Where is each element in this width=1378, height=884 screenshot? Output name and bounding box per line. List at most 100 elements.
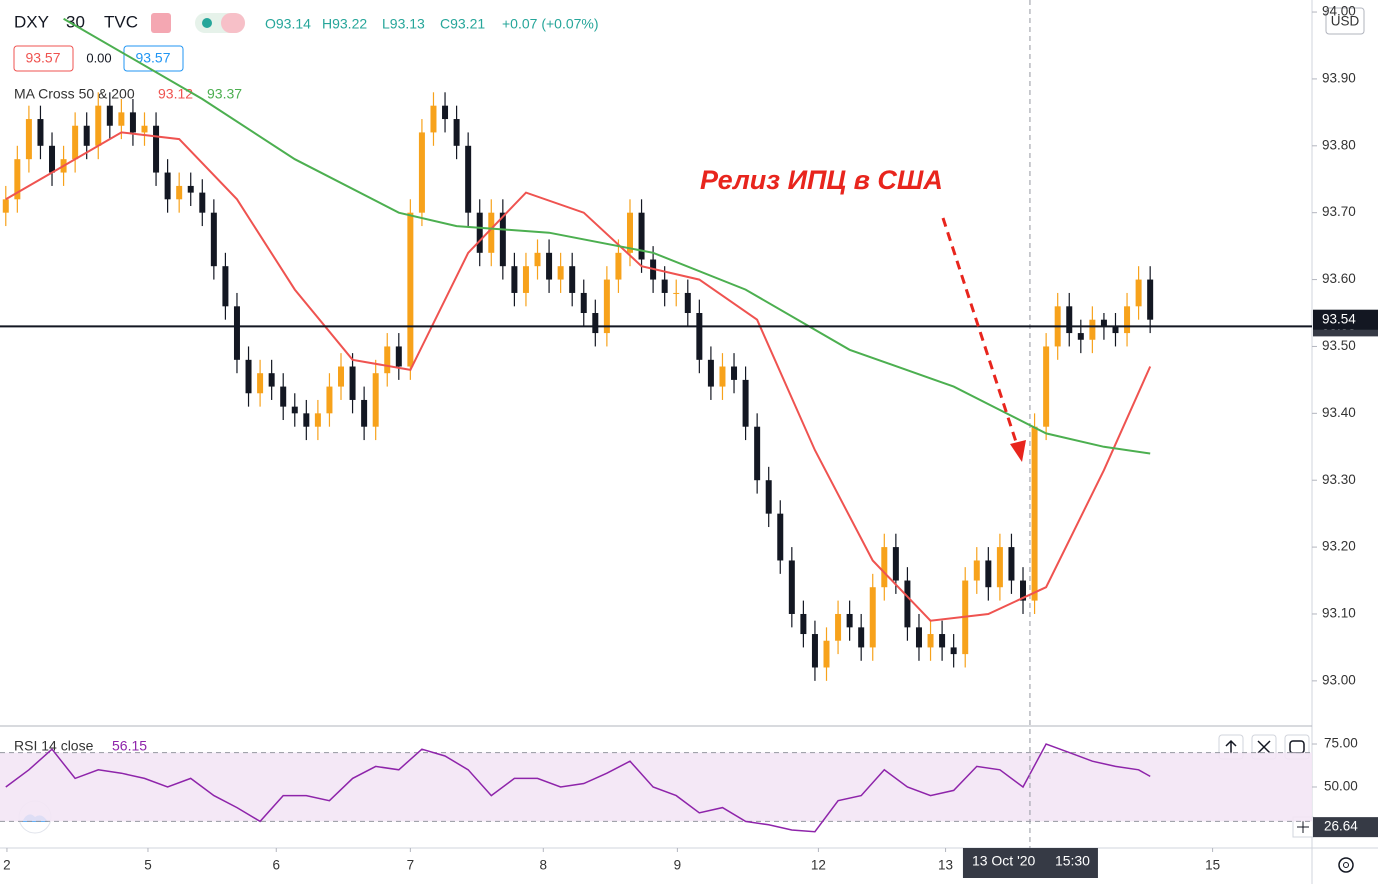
x-tick-label: 8 xyxy=(540,858,548,873)
candle-body xyxy=(129,112,136,133)
candle-body xyxy=(869,587,876,648)
candle-body xyxy=(707,359,714,387)
ohlc-high: H93.22 xyxy=(322,16,367,32)
ma-fast-value: 93.12 xyxy=(158,86,193,102)
candle-body xyxy=(407,212,414,367)
candle-body xyxy=(592,313,599,334)
candle-body xyxy=(338,366,345,387)
gear-center xyxy=(1343,862,1349,868)
candle-body xyxy=(476,212,483,253)
candle-body xyxy=(430,105,437,133)
candle-body xyxy=(361,399,368,427)
candle-body xyxy=(14,159,21,200)
y-tick-label: 94.00 xyxy=(1322,4,1356,19)
candle-body xyxy=(176,185,183,200)
candle-body xyxy=(2,199,9,213)
plus-icon xyxy=(1297,821,1309,833)
candle-body xyxy=(442,105,449,120)
interval: 30 xyxy=(66,12,85,31)
last-price-badge xyxy=(1313,309,1378,330)
candle-body xyxy=(1112,326,1119,334)
candle-body xyxy=(811,634,818,668)
candle-body xyxy=(546,252,553,280)
x-tick-label: 12 xyxy=(811,858,826,873)
flag-icon[interactable] xyxy=(151,13,171,33)
candle-body xyxy=(199,192,206,213)
candle-body xyxy=(673,292,680,294)
arrow-head xyxy=(1010,440,1026,462)
data-status xyxy=(221,13,245,33)
candle-body xyxy=(684,292,691,314)
candle-body xyxy=(719,366,726,387)
candle-body xyxy=(661,279,668,293)
candle-body xyxy=(1147,279,1154,320)
sell-button[interactable] xyxy=(13,45,74,72)
arrow-icon xyxy=(1225,739,1237,754)
gear-icon xyxy=(1338,857,1354,873)
source: TVC xyxy=(104,12,138,31)
candle-body xyxy=(349,366,356,400)
candle-body xyxy=(777,513,784,561)
candle-body xyxy=(534,252,541,267)
candle-body xyxy=(1066,306,1073,334)
candle-body xyxy=(742,379,749,427)
candle-body xyxy=(303,413,310,427)
candle-body xyxy=(1020,580,1027,601)
candle-body xyxy=(569,266,576,293)
market-status xyxy=(202,18,212,28)
ohlc-close: C93.21 xyxy=(440,16,485,32)
candle-body xyxy=(268,373,275,387)
symbol: DXY xyxy=(14,12,49,31)
currency[interactable]: USD xyxy=(1331,14,1360,29)
moving-average xyxy=(5,131,1152,622)
candle-body xyxy=(291,406,298,414)
candle-body xyxy=(511,266,518,293)
rsi-marker-badge xyxy=(1313,817,1378,838)
y-tick-label: 93.20 xyxy=(1322,539,1356,554)
candle-body xyxy=(233,306,240,360)
candle-body xyxy=(1135,279,1142,307)
candle-body xyxy=(754,426,761,481)
moving-average xyxy=(63,17,1151,455)
candle-body xyxy=(395,346,402,367)
candle-body xyxy=(372,373,379,427)
y-tick-label: 93.50 xyxy=(1322,338,1356,353)
x-tick-label: 15 xyxy=(1205,858,1220,873)
candle-body xyxy=(49,145,56,173)
bid[interactable]: 93.57 xyxy=(25,50,60,66)
candle-body xyxy=(915,627,922,648)
candle-body xyxy=(892,547,899,581)
rsi-title: RSI 14 close xyxy=(14,738,94,754)
candle-body xyxy=(1043,346,1050,427)
rsi-marker-label: 26.64 xyxy=(1324,819,1358,834)
y-tick-label: 93.30 xyxy=(1322,472,1356,487)
settings-button[interactable] xyxy=(1338,857,1354,873)
spread: 0.00 xyxy=(86,50,111,65)
candle-body xyxy=(788,560,795,614)
y-tick-label: 93.80 xyxy=(1322,137,1356,152)
currency-button[interactable] xyxy=(1325,7,1365,35)
candle-body xyxy=(1100,319,1107,327)
candle-body xyxy=(904,580,911,628)
candle-body xyxy=(858,627,865,648)
y-tick-label: 93.70 xyxy=(1322,204,1356,219)
candle-body xyxy=(314,413,321,427)
candle-body xyxy=(522,266,529,293)
x-tick-label: 5 xyxy=(144,858,152,873)
candle-body xyxy=(465,145,472,213)
crosshair-time: 15:30 xyxy=(1055,853,1090,869)
candle-body xyxy=(765,480,772,514)
candle-body xyxy=(823,640,830,668)
candle-body xyxy=(603,279,610,334)
candle-body xyxy=(881,547,888,588)
crosshair-date-box xyxy=(962,848,1098,878)
ma-slow-value: 93.37 xyxy=(207,86,242,102)
candle-body xyxy=(1077,333,1084,340)
candle-body xyxy=(95,105,102,146)
crosshair-date: 13 Oct '20 xyxy=(972,853,1036,869)
y-tick-label: 93.10 xyxy=(1322,606,1356,621)
candle-body xyxy=(280,386,287,407)
candle-body xyxy=(950,647,957,655)
candle-body xyxy=(153,125,160,173)
ask[interactable]: 93.57 xyxy=(135,50,170,66)
